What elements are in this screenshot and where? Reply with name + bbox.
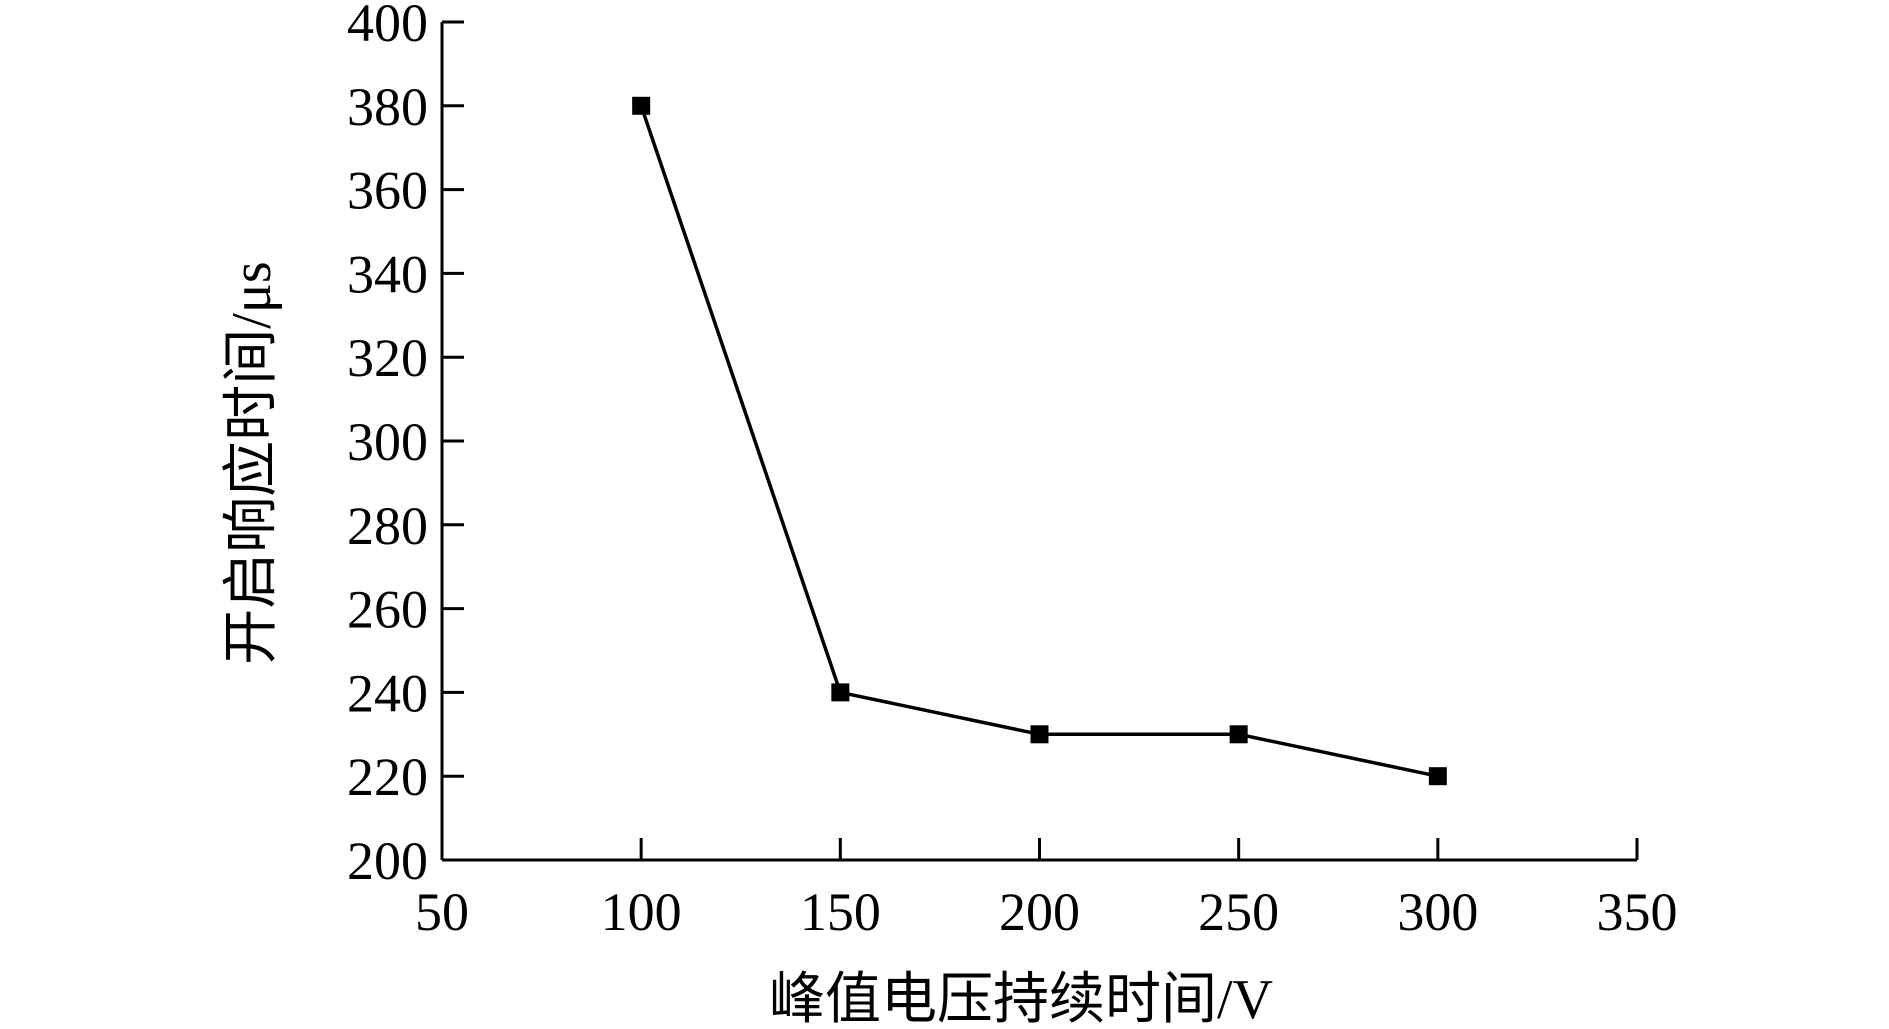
x-tick-label: 150 — [800, 882, 881, 942]
data-point-marker — [1428, 767, 1447, 786]
y-tick-label: 300 — [347, 412, 428, 472]
x-axis-title: 峰值电压持续时间/V — [769, 969, 1273, 1029]
y-tick-label: 320 — [347, 328, 428, 388]
y-tick-label: 240 — [347, 663, 428, 723]
y-tick-label: 360 — [347, 161, 428, 221]
y-tick-label: 280 — [347, 496, 428, 556]
data-point-marker — [831, 683, 850, 702]
series-layer — [632, 96, 1447, 786]
y-tick-label: 340 — [347, 244, 428, 304]
x-tick-label: 200 — [999, 882, 1080, 942]
axes: 200 220 240 260 280 300 320 340 360 380 400 50 100 15… — [347, 0, 1678, 942]
x-tick-label: 350 — [1597, 882, 1678, 942]
data-point-marker — [1030, 725, 1049, 744]
series-line — [639, 105, 1439, 778]
x-tick-label: 50 — [415, 882, 469, 942]
y-tick-label: 380 — [347, 77, 428, 137]
x-tick-label: 300 — [1397, 882, 1478, 942]
data-point-marker — [632, 96, 651, 115]
x-tick-label: 250 — [1198, 882, 1279, 942]
y-tick-label: 260 — [347, 580, 428, 640]
data-point-marker — [1229, 725, 1248, 744]
y-tick-label: 220 — [347, 747, 428, 807]
y-axis-title: 开启响应时间/μs — [221, 261, 283, 664]
y-tick-label: 200 — [347, 831, 428, 891]
x-tick-label: 100 — [601, 882, 682, 942]
y-tick-label: 400 — [347, 0, 428, 53]
